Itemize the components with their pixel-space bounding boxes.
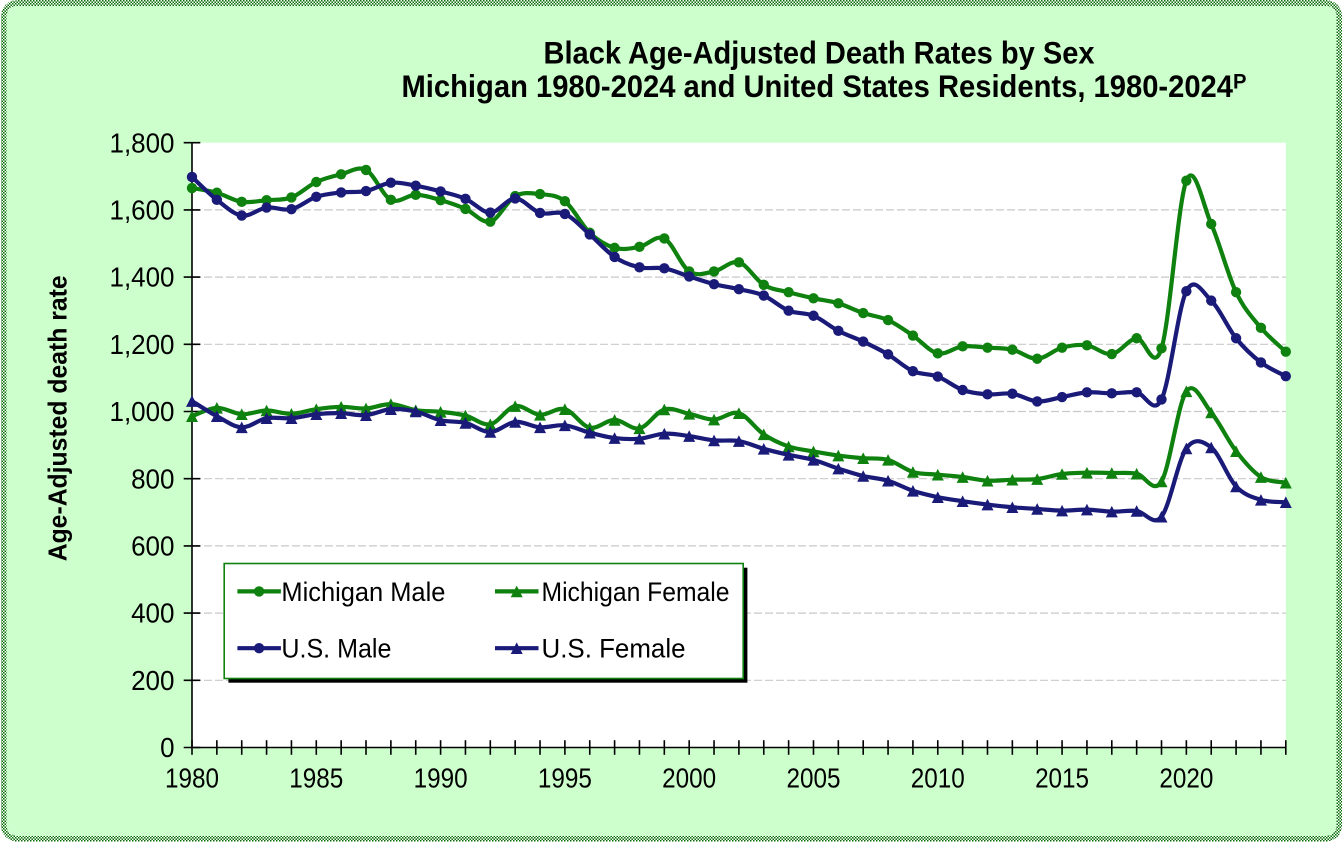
svg-text:1980: 1980 [165,763,219,794]
svg-text:2015: 2015 [1035,763,1089,794]
svg-text:2010: 2010 [911,763,965,794]
svg-text:400: 400 [131,598,174,629]
svg-text:0: 0 [160,732,174,763]
svg-text:U.S. Female: U.S. Female [542,633,686,664]
svg-text:600: 600 [131,531,174,562]
svg-text:U.S. Male: U.S. Male [281,633,391,664]
svg-text:1990: 1990 [414,763,468,794]
svg-text:800: 800 [131,463,174,494]
svg-text:200: 200 [131,665,174,696]
svg-text:1995: 1995 [538,763,592,794]
svg-text:Black Age-Adjusted Death Rates: Black Age-Adjusted Death Rates by Sex [544,34,1095,70]
svg-text:2005: 2005 [786,763,840,794]
svg-text:1,200: 1,200 [110,329,175,360]
svg-text:Michigan Female: Michigan Female [542,576,730,607]
svg-text:Age-Adjusted death rate: Age-Adjusted death rate [43,275,73,561]
svg-text:Michigan 1980-2024 and United: Michigan 1980-2024 and United States Res… [402,68,1234,104]
svg-text:1,800: 1,800 [110,127,175,158]
svg-text:2000: 2000 [662,763,716,794]
svg-text:1985: 1985 [289,763,343,794]
svg-text:1,600: 1,600 [110,195,175,226]
svg-text:Michigan Male: Michigan Male [281,576,445,607]
svg-text:P: P [1233,69,1247,94]
svg-text:2020: 2020 [1159,763,1213,794]
svg-text:1,400: 1,400 [110,262,175,293]
svg-text:1,000: 1,000 [110,396,175,427]
